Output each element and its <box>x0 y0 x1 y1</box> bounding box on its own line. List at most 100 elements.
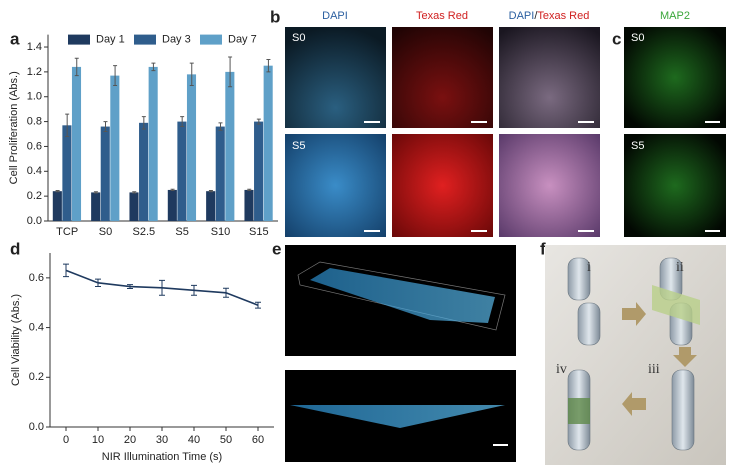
error-bar <box>208 190 213 193</box>
y-tick-label: 1.4 <box>27 41 42 53</box>
error-bar <box>218 122 223 131</box>
error-bar <box>93 191 98 194</box>
panel-label: c <box>612 29 621 48</box>
bar <box>177 121 187 221</box>
cell-volume <box>290 405 505 428</box>
micrograph <box>285 134 386 237</box>
step-label: ii <box>676 260 684 275</box>
bar <box>62 125 72 221</box>
y-tick-label: 0.0 <box>29 421 44 433</box>
error-bar <box>113 65 118 87</box>
mesh <box>652 285 700 325</box>
micrograph <box>392 27 493 128</box>
error-bar <box>180 116 185 128</box>
y-tick-label: 0.4 <box>29 321 44 333</box>
error-bar <box>141 116 146 130</box>
error-bar <box>189 62 194 87</box>
arrows <box>622 302 697 416</box>
bar <box>100 126 110 221</box>
error-bar <box>132 191 137 194</box>
bar <box>139 122 149 221</box>
x-tick-label: 10 <box>92 434 104 446</box>
column-header: DAPI <box>322 10 348 22</box>
bar <box>215 126 225 221</box>
legend-label: Day 7 <box>228 34 257 46</box>
y-axis-label: Cell Proliferation (Abs.) <box>8 71 20 184</box>
scale-bars <box>705 121 720 232</box>
bar <box>71 66 82 221</box>
legend-label: Day 3 <box>162 34 191 46</box>
x-tick-label: 50 <box>220 434 232 446</box>
x-tick-label: TCP <box>56 226 78 238</box>
legend-label: Day 1 <box>96 34 125 46</box>
x-tick-label: 60 <box>252 434 264 446</box>
y-tick-label: 0.2 <box>27 190 42 202</box>
error-bar <box>256 118 261 125</box>
bar <box>254 121 264 221</box>
micrograph <box>624 27 726 128</box>
scale-bars <box>364 121 594 232</box>
y-tick-label: 1.0 <box>27 91 42 103</box>
cell-volume <box>310 268 495 323</box>
column-header: MAP2 <box>660 10 690 22</box>
step-label: iii <box>648 362 660 377</box>
bar <box>244 189 254 221</box>
x-tick-label: 30 <box>156 434 168 446</box>
x-tick-label: S15 <box>249 226 269 238</box>
bar <box>167 189 177 221</box>
x-tick-label: 20 <box>124 434 136 446</box>
error-bar <box>74 57 79 77</box>
bar <box>129 192 139 221</box>
error-bar <box>103 121 108 133</box>
panel-label: a <box>10 29 20 48</box>
micrograph <box>624 134 726 237</box>
image-label: S0 <box>631 32 644 44</box>
x-tick-label: S10 <box>211 226 231 238</box>
x-tick-label: S5 <box>175 226 188 238</box>
micrograph <box>499 134 600 237</box>
bar <box>206 191 216 221</box>
column-header: Texas Red <box>416 10 468 22</box>
bar <box>110 75 120 221</box>
header-part: Texas Red <box>537 10 589 22</box>
bar <box>186 74 197 222</box>
micrograph <box>392 134 493 237</box>
micrograph <box>499 27 600 128</box>
bar <box>91 192 101 221</box>
panel-label: f <box>540 239 546 258</box>
mesh <box>568 398 590 424</box>
legend-swatch <box>68 34 90 45</box>
y-tick-label: 0.4 <box>27 165 42 177</box>
error-bar <box>266 58 271 73</box>
image-label: S5 <box>292 140 305 152</box>
line <box>65 269 259 306</box>
x-tick-label: 40 <box>188 434 200 446</box>
error-bar <box>55 190 60 193</box>
column-header: DAPI/Texas Red <box>509 10 590 22</box>
y-tick-label: 0.6 <box>27 140 42 152</box>
bar <box>148 66 158 221</box>
image-label: S0 <box>292 32 305 44</box>
bounding-box <box>297 261 506 331</box>
y-tick-label: 0.0 <box>27 215 42 227</box>
x-tick-label: 0 <box>63 434 69 446</box>
y-tick-label: 1.2 <box>27 66 42 78</box>
y-axis-label: Cell Viability (Abs.) <box>10 294 22 386</box>
x-axis-label: NIR Illumination Time (s) <box>102 451 222 463</box>
error-bar <box>65 113 70 137</box>
bar <box>263 65 273 222</box>
y-tick-label: 0.6 <box>29 272 44 284</box>
error-bar <box>170 188 175 192</box>
legend-swatch <box>134 34 156 45</box>
header-part: / <box>534 10 538 22</box>
panel-label: b <box>270 7 280 26</box>
error-bar <box>247 188 252 192</box>
error-bar <box>151 62 156 72</box>
step-label: iv <box>556 362 567 377</box>
x-tick-label: S2.5 <box>133 226 156 238</box>
legend-swatch <box>200 34 222 45</box>
x-tick-label: S0 <box>99 226 112 238</box>
y-tick-label: 0.8 <box>27 115 42 127</box>
error-bar <box>228 56 233 88</box>
